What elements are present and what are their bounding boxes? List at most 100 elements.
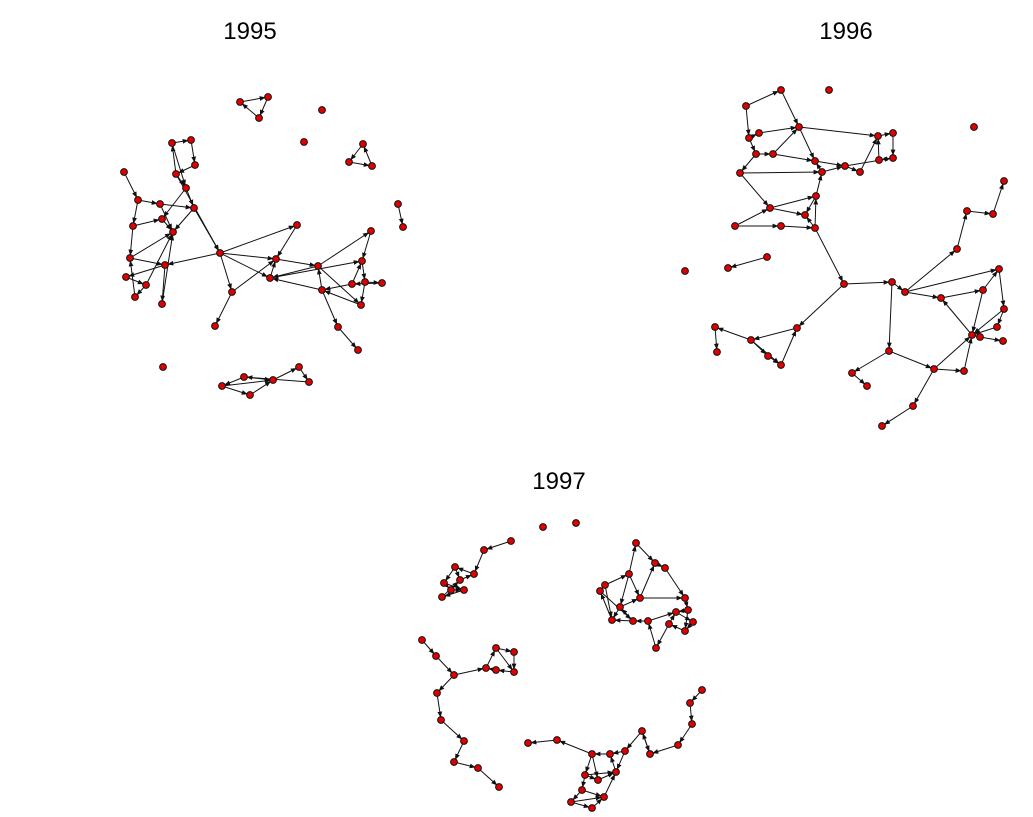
node (963, 207, 971, 215)
node (616, 603, 624, 611)
node (492, 666, 500, 674)
node (811, 157, 819, 165)
edge (436, 692, 443, 721)
node (629, 617, 637, 625)
node (378, 279, 386, 287)
node (777, 222, 785, 230)
node (168, 139, 176, 147)
edge (214, 291, 233, 327)
node (432, 652, 440, 660)
edge (435, 655, 455, 676)
node (661, 564, 669, 572)
edge (239, 96, 269, 103)
edge (798, 126, 816, 162)
node (777, 361, 785, 369)
node (572, 519, 580, 527)
edge (275, 224, 298, 260)
edge (161, 187, 187, 220)
node (581, 771, 589, 779)
edge (321, 283, 353, 291)
node (600, 793, 608, 801)
edge (734, 207, 771, 227)
node (874, 132, 882, 140)
node (681, 267, 689, 275)
node (470, 570, 478, 578)
node (399, 223, 407, 231)
node (255, 114, 263, 122)
edge (745, 89, 782, 107)
edge (940, 289, 984, 299)
edge (269, 265, 319, 279)
edge (584, 770, 617, 776)
node (596, 587, 604, 595)
edge (655, 623, 670, 649)
edge (814, 160, 846, 167)
node (888, 278, 896, 286)
node (937, 294, 945, 302)
edge (129, 257, 166, 266)
node (460, 737, 468, 745)
node (889, 129, 897, 137)
node (930, 365, 938, 373)
node (348, 280, 356, 288)
node (606, 750, 614, 758)
node (674, 741, 682, 749)
node (681, 627, 689, 635)
edge (647, 620, 657, 649)
edge (495, 647, 515, 673)
node (999, 337, 1007, 345)
node (510, 668, 518, 676)
edge (881, 405, 914, 427)
edge (904, 248, 958, 293)
edge (269, 277, 323, 291)
edge (940, 297, 973, 336)
node (612, 768, 620, 776)
node (711, 323, 719, 331)
edge (677, 723, 693, 746)
node (795, 123, 803, 131)
node (345, 158, 353, 166)
node (524, 739, 532, 747)
node (777, 86, 785, 94)
node (131, 293, 139, 301)
edge (604, 573, 630, 586)
edge (714, 326, 752, 341)
edge (904, 268, 1000, 293)
edge (159, 203, 174, 233)
node (510, 648, 518, 656)
node (236, 98, 244, 106)
node (266, 274, 274, 282)
node (588, 804, 596, 812)
edge (123, 171, 139, 201)
node (698, 686, 706, 694)
edge (337, 326, 359, 351)
node (358, 257, 366, 265)
edge (963, 334, 973, 372)
edge (221, 378, 274, 387)
node (126, 254, 134, 262)
edge (649, 744, 679, 755)
node (684, 606, 692, 614)
panel-title: 1995 (223, 18, 277, 45)
edge (161, 231, 175, 305)
node (159, 363, 167, 371)
node (367, 227, 375, 235)
edge (619, 573, 630, 608)
node (766, 204, 774, 212)
edge (604, 584, 613, 621)
node (211, 322, 219, 330)
edge (351, 260, 363, 285)
edge (933, 334, 973, 370)
edge (239, 101, 260, 119)
node (264, 93, 272, 101)
edge (170, 142, 177, 175)
node (646, 750, 654, 758)
node (357, 301, 365, 309)
node (318, 286, 326, 294)
node (437, 716, 445, 724)
node (142, 281, 150, 289)
edge (221, 376, 245, 387)
node (953, 245, 961, 253)
edge (758, 125, 800, 134)
